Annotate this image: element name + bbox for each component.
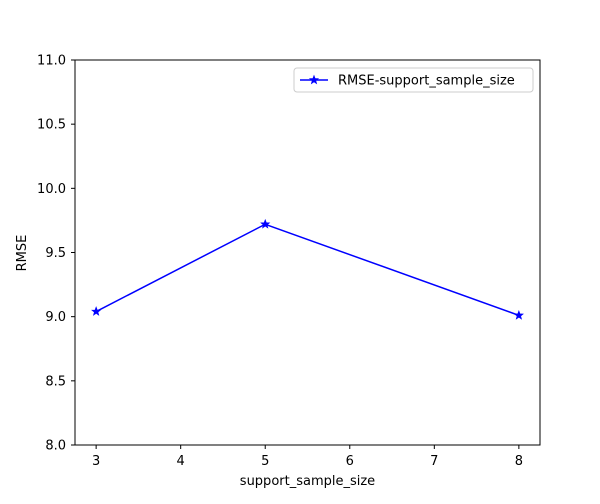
y-tick-label: 10.0 (37, 182, 66, 197)
y-tick-label: 8.5 (45, 374, 66, 389)
legend-box (293, 67, 534, 93)
x-axis-label: support_sample_size (240, 474, 375, 489)
y-tick-label: 8.0 (45, 439, 66, 454)
data-point (260, 218, 271, 229)
x-tick-label: 5 (261, 454, 269, 469)
y-tick-label: 9.5 (45, 246, 66, 261)
data-point (91, 306, 102, 316)
x-tick-label: 7 (430, 454, 438, 469)
plot-area (75, 60, 540, 445)
x-tick-label: 8 (515, 454, 523, 469)
legend-label: RMSE-support_sample_size (338, 74, 515, 89)
x-tick-label: 6 (346, 454, 354, 469)
y-tick-label: 10.5 (37, 118, 66, 133)
axes-layer: 3 4 5 6 7 8 8.0 8.5 9.0 9.5 10.0 10.5 11.0 (37, 54, 541, 469)
legend-marker-swatch (308, 74, 320, 85)
x-tick-label: 3 (92, 454, 100, 469)
series-layer (91, 218, 524, 320)
y-axis-label: RMSE (15, 235, 30, 272)
legend: RMSE-support_sample_size (293, 67, 534, 93)
y-tick-label: 9.0 (45, 310, 66, 325)
plot-background (75, 60, 540, 445)
data-point (513, 310, 524, 320)
x-tick-label: 4 (177, 454, 185, 469)
y-tick-label: 11.0 (37, 54, 66, 69)
